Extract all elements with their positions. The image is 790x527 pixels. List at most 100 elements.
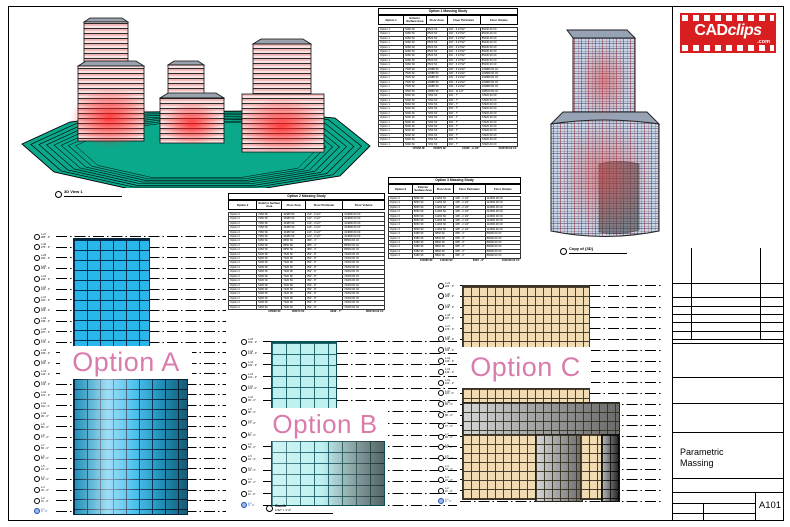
level-head-icon [438, 314, 444, 321]
level-label: L-15 154' - 0" [445, 346, 455, 353]
level-head-icon [241, 385, 247, 392]
level-head-icon [34, 370, 40, 377]
level-label: L-18 187' - 0" [41, 327, 51, 334]
level-label: L-10 99' - 0" [41, 412, 49, 419]
schedule-option-2: Option 2 Massing Study Option 2 Exterior S… [227, 193, 385, 314]
schedule-header: Exterior Surface Area [403, 15, 427, 25]
titleblock-line [672, 339, 783, 340]
schedule-row: Option 1 5292 SF 7292 SF 346' - 7" 72920.00 … [377, 141, 519, 148]
level-head-icon [34, 296, 40, 303]
level-label: L-20 209' - 0" [41, 306, 51, 313]
level-label: L-12 121' - 0" [41, 391, 51, 397]
level-head-icon [241, 502, 247, 509]
schedule-row: Option 1 7525 SF 10388 SF 436' - 5 21/32" 10… [377, 71, 519, 77]
level-label: L-3 22' - 0" [445, 476, 453, 482]
level-label: L-15 154' - 0" [248, 337, 258, 344]
level-label: L-12 121' - 0" [248, 373, 258, 379]
option-c-lower-left-mass[interactable] [462, 434, 536, 500]
level-head-icon [438, 455, 444, 462]
titleblock-line [672, 377, 783, 378]
level-head-icon [241, 397, 247, 404]
site-massing-3d-viewport[interactable] [10, 8, 372, 188]
level-label: L-20 209' - 0" [445, 292, 455, 299]
level-label: L-19 198' - 0" [445, 303, 455, 310]
schedule-header: Option 1 [377, 15, 405, 25]
level-line: L-10 99' - 0" [241, 397, 457, 404]
view-title-name: Copy of {3D} [569, 246, 594, 251]
level-head-icon [438, 498, 444, 505]
level-label: L-19 198' - 0" [41, 317, 51, 323]
option-c-upper-mass[interactable] [462, 285, 590, 349]
level-head-icon [34, 444, 40, 451]
schedule-row: Option 2 5400 SF 7420 SF 352' - 8" 74200.00 … [227, 264, 385, 271]
level-head-icon [438, 476, 444, 483]
titleblock-line [672, 322, 783, 323]
level-head-icon [241, 408, 247, 415]
titleblock-divider [672, 6, 673, 520]
level-head-icon [34, 318, 40, 324]
level-dashdot-line [263, 376, 457, 378]
schedule-row: Option 1 6282 SF 8523 SF 402' - 6 27/32" 852… [377, 26, 519, 33]
level-head-icon [34, 233, 40, 240]
level-label: L-13 132' - 0" [445, 368, 455, 374]
titleblock-line [672, 343, 783, 344]
level-head-icon [241, 490, 247, 497]
option-c-lower-tan-strip[interactable] [580, 434, 602, 500]
level-label: L-26 275' - 0" [41, 243, 51, 250]
titleblock-line [672, 492, 783, 493]
schedule-row: Option 1 7525 SF 10388 SF 436' - 5 21/32" 10… [377, 66, 519, 73]
view-title-circle-icon [560, 248, 567, 255]
level-label: L-23 242' - 0" [41, 275, 51, 281]
level-label: L-27 286' - 0" [41, 232, 51, 239]
schedule-row: Option 3 6480 SF 8840 SF 368' - 0" 88400.00 … [388, 244, 522, 250]
option-b-lower-mass[interactable] [271, 440, 385, 506]
level-head-icon [438, 304, 444, 311]
level-head-icon [34, 381, 40, 388]
view-title-south: South 1/32" = 1'-0" [266, 503, 333, 514]
level-label: L-13 132' - 0" [248, 361, 258, 367]
schedule-row: Option 1 5292 SF 7292 SF 346' - 7" 72920.00 … [377, 97, 519, 103]
view-title-site: 3D View 1 [55, 189, 122, 198]
level-label: L-1 0' - 0" [445, 497, 452, 504]
schedule-header: Floor Volume [484, 184, 522, 194]
level-label: L-2 11' - 0" [445, 487, 453, 493]
logo-text: CADclips [694, 22, 762, 39]
sheet-title: Parametric Massing [680, 447, 724, 468]
level-label: L-17 176' - 0" [445, 325, 455, 331]
titleblock-line [672, 513, 755, 514]
level-head-icon [241, 432, 247, 439]
level-head-icon [34, 328, 40, 335]
tower-3d-viewport[interactable] [543, 26, 667, 246]
schedule-row: Option 1 5292 SF 7292 SF 346' - 7" 72920.00 … [377, 123, 519, 130]
schedule-option-3: Option 3 Massing Study Option 3 Exterior S… [388, 177, 522, 263]
level-head-icon [34, 391, 40, 398]
filmstrip-top-icon [682, 15, 774, 21]
view-title-tower: Copy of {3D} [560, 246, 627, 255]
option-b-upper-mass[interactable] [271, 341, 337, 411]
schedule-row: Option 1 6282 SF 8523 SF 402' - 6 27/32" 852… [377, 48, 519, 55]
level-dashdot-line [263, 341, 457, 342]
level-head-icon [34, 465, 40, 472]
option-c-lower-gray-mass[interactable] [535, 434, 583, 502]
option-c-gray-band[interactable] [462, 402, 620, 437]
option-c-mid-mass[interactable] [462, 388, 590, 403]
schedule-row: Option 1 5292 SF 7292 SF 346' - 7" 72920.00 … [377, 110, 519, 117]
option-a-lower-mass[interactable] [73, 368, 188, 515]
option-c-dark-edge[interactable] [601, 434, 620, 502]
titleblock-line [691, 248, 692, 339]
level-head-icon [438, 422, 444, 429]
schedule-header: Option 2 [227, 200, 258, 210]
level-line: L-27 286' - 0" [34, 233, 226, 240]
level-label: L-5 44' - 0" [41, 465, 49, 471]
view-title-circle-icon [266, 505, 273, 512]
level-head-icon [438, 466, 444, 473]
level-label: L-18 187' - 0" [445, 314, 455, 320]
level-head-icon [34, 487, 40, 493]
level-label: L-9 88' - 0" [41, 423, 49, 429]
level-head-icon [438, 412, 444, 419]
level-label: L-6 55' - 0" [41, 454, 49, 461]
level-label: L-21 220' - 0" [41, 296, 51, 302]
level-head-icon [241, 455, 247, 462]
schedule-header: Exterior Surface Area [256, 200, 283, 210]
